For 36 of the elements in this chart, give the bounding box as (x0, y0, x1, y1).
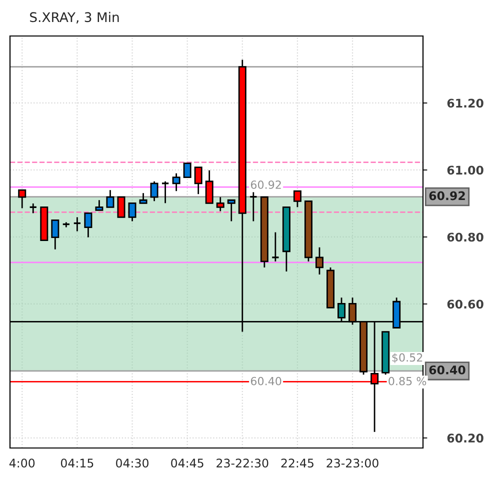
x-tick-label: 04:45 (171, 458, 204, 468)
candlestick (205, 170, 214, 204)
x-tick-label: 4:00 (9, 458, 35, 468)
candlestick (293, 190, 302, 208)
candlestick (84, 212, 92, 238)
chart-title: S.XRAY, 3 Min (30, 12, 119, 24)
candlestick (216, 196, 224, 212)
y-tick-label: 61.00 (447, 166, 484, 175)
candlestick (227, 199, 236, 222)
y-tick-label: 60.80 (447, 232, 484, 242)
annotation: $0.52 (392, 353, 422, 364)
ref-line-label: 60.40 (429, 365, 466, 374)
x-tick-label: 23-22:30 (216, 458, 268, 468)
annotation: 60.40 (250, 376, 282, 386)
candlestick (106, 189, 114, 208)
x-tick-label: 22:45 (281, 458, 314, 468)
candlestick (315, 246, 324, 276)
annotation: 60.92 (250, 180, 281, 189)
annotation: 0.85 % (388, 376, 426, 386)
y-tick-label: 60.20 (447, 434, 484, 443)
candlestick (139, 192, 148, 204)
candlestick (150, 180, 158, 202)
candlestick (172, 172, 180, 192)
x-tick-label: 04:30 (116, 458, 148, 468)
x-tick-label: 23-23:00 (326, 458, 378, 468)
y-tick-label: 60.60 (447, 300, 484, 309)
candlestick (194, 166, 202, 195)
candlestick (117, 196, 126, 218)
ref-line-label: 60.92 (429, 191, 465, 200)
x-tick-label: 04:15 (60, 458, 94, 468)
candlestick (183, 162, 192, 178)
candlestick (51, 220, 60, 250)
candlestick (95, 199, 104, 211)
candlestick (18, 189, 26, 209)
candlestick (128, 202, 136, 222)
y-tick-label: 61.20 (447, 98, 484, 108)
